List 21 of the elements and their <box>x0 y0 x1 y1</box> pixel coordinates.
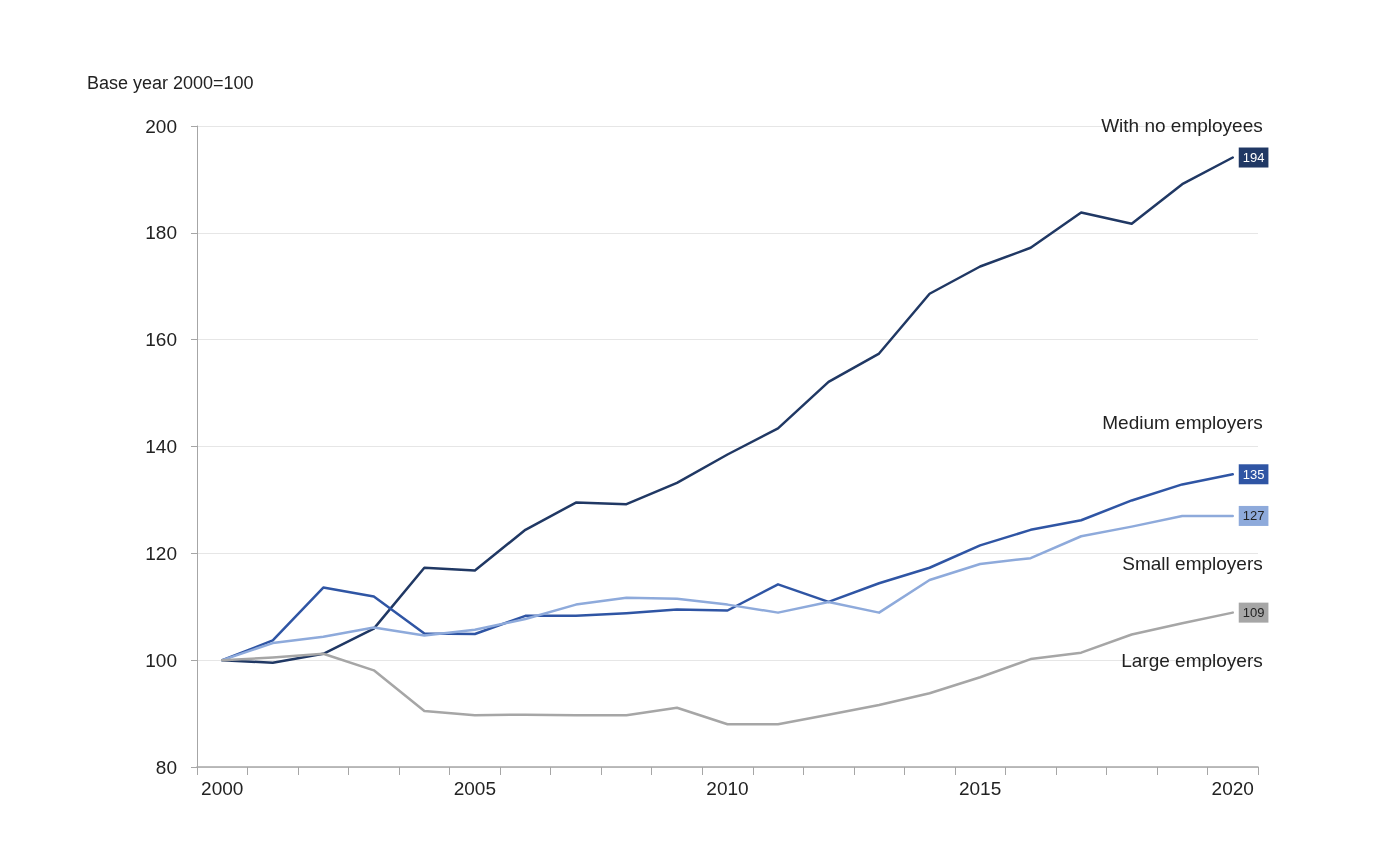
series-label: With no employees <box>1101 115 1263 137</box>
data-label: 127 <box>1242 508 1265 524</box>
x-tick-label: 2015 <box>958 778 1002 799</box>
y-tick-label: 200 <box>145 115 177 137</box>
y-tick-label: 140 <box>145 436 177 457</box>
x-tick-label: 2005 <box>453 778 497 799</box>
y-tick-label: 180 <box>145 222 177 244</box>
y-tick-label: 160 <box>145 329 177 351</box>
x-tick-label: 2020 <box>1211 778 1254 799</box>
y-axis-title: Base year 2000=100 <box>87 73 254 93</box>
data-label: 194 <box>1242 150 1265 166</box>
y-tick-label: 80 <box>155 756 177 778</box>
y-tick-label: 120 <box>145 542 177 564</box>
x-tick-label: 2010 <box>706 778 749 799</box>
data-label: 109 <box>1242 605 1265 621</box>
series-label: Large employers <box>1121 650 1263 672</box>
data-label: 135 <box>1242 466 1265 482</box>
series-label: Small employers <box>1122 553 1263 575</box>
text: Medium employers <box>1102 411 1263 433</box>
x-tick-label: 2000 <box>201 778 244 799</box>
y-tick-label: 100 <box>145 649 177 671</box>
